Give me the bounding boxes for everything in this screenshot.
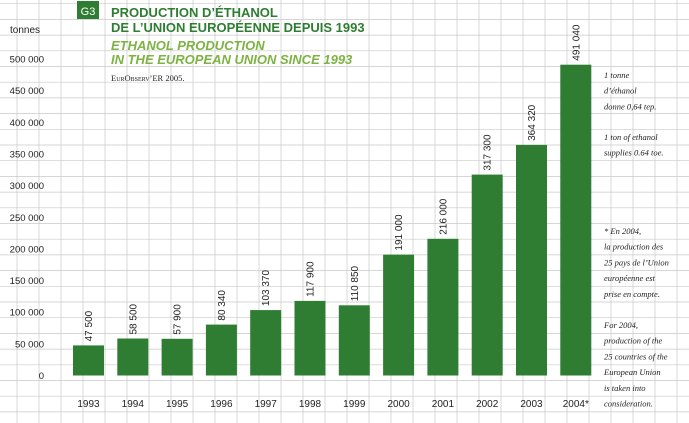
bar — [294, 300, 326, 376]
figure-badge: G3 — [81, 6, 96, 18]
bar-value-label: 80 340 — [217, 290, 228, 321]
y-axis: 0 50 000 100 000 150 000 200 000 250 000 300 0… — [10, 55, 44, 383]
bar — [560, 64, 592, 376]
conversion-note-fr: 1 tonne — [604, 70, 629, 80]
x-tick-label: 1993 — [77, 399, 100, 410]
bar-value-label: 364 320 — [527, 104, 538, 141]
y-tick-label: 450 000 — [10, 86, 44, 97]
footnote-en: production of the — [603, 336, 662, 346]
x-tick-label: 1999 — [343, 399, 366, 410]
bars — [73, 64, 592, 376]
bar-value-label: 57 900 — [173, 304, 184, 335]
footnote-en: consideration. — [604, 399, 653, 409]
bar — [205, 324, 237, 376]
figure-badge-bg — [77, 1, 99, 19]
bar-value-label: 491 040 — [571, 24, 582, 61]
conversion-note-en: 1 ton of ethanol — [604, 132, 658, 142]
y-tick-label: 400 000 — [10, 118, 44, 129]
bar — [471, 174, 503, 376]
y-tick-label: 100 000 — [10, 308, 44, 319]
bar-value-label: 103 370 — [261, 270, 272, 307]
footnote-en: 25 countries of the — [604, 351, 668, 361]
bar-value-label: 216 000 — [438, 198, 449, 235]
conversion-note-en: supplies 0.64 toe. — [604, 148, 664, 158]
x-axis: 1993 1994 1995 1996 1997 1998 1999 2000 2001 2002… — [77, 399, 589, 410]
x-tick-label: 1997 — [255, 399, 278, 410]
y-tick-label: 300 000 — [10, 181, 44, 192]
conversion-note-fr: d’éthanol — [604, 86, 637, 96]
footnote-en: For 2004, — [603, 320, 638, 330]
bar-value-label: 117 900 — [306, 261, 317, 297]
x-tick-label: 2003 — [520, 399, 543, 410]
footnote-en: is taken into — [604, 383, 646, 393]
title-fr-line-1: PRODUCTION D’ÉTHANOL — [111, 5, 278, 20]
bar-value-label: 191 000 — [394, 214, 405, 251]
bar-value-label: 58 500 — [128, 303, 139, 334]
bar-value-label: 110 850 — [350, 265, 361, 301]
y-tick-label: 500 000 — [10, 55, 44, 66]
bar-value-label: 317 300 — [483, 134, 494, 171]
bar-value-label: 47 500 — [84, 310, 95, 341]
bar — [250, 310, 282, 376]
notes: 1 tonne d’éthanol donne 0,64 tep. 1 ton of … — [603, 70, 669, 409]
bar — [427, 238, 459, 376]
bar — [73, 345, 104, 376]
footnote-fr: la production des — [604, 242, 664, 252]
y-tick-label: 150 000 — [10, 276, 44, 287]
x-tick-label: 1996 — [210, 399, 233, 410]
bar — [383, 254, 415, 376]
x-tick-label: 2001 — [432, 399, 455, 410]
y-axis-unit: tonnes — [10, 25, 40, 36]
x-tick-label: 2004* — [563, 399, 589, 410]
conversion-note-fr: donne 0,64 tep. — [604, 101, 656, 111]
x-tick-label: 1994 — [122, 399, 145, 410]
y-tick-label: 350 000 — [10, 150, 44, 161]
x-tick-label: 1998 — [299, 399, 322, 410]
y-tick-label: 50 000 — [15, 339, 44, 350]
title-fr-line-2: DE L’UNION EUROPÉENNE DEPUIS 1993 — [111, 20, 365, 35]
bar — [516, 144, 547, 376]
footnote-fr: européenne est — [604, 273, 656, 283]
bar — [338, 305, 370, 376]
value-labels: 47 500 58 500 57 900 80 340 103 370 117 900 11… — [84, 24, 582, 341]
title-en-line-1: ETHANOL PRODUCTION — [111, 38, 265, 53]
title-en-line-2: IN THE EUROPEAN UNION SINCE 1993 — [111, 52, 353, 67]
footnote-fr: prise en compte. — [603, 289, 660, 299]
source-label: EurObserv’ER 2005. — [111, 73, 184, 83]
x-tick-label: 1995 — [166, 399, 189, 410]
footnote-en: European Union — [603, 367, 661, 377]
footnote-fr: * En 2004, — [604, 226, 641, 236]
y-tick-label: 250 000 — [10, 213, 44, 224]
x-tick-label: 2002 — [476, 399, 499, 410]
x-tick-label: 2000 — [387, 399, 410, 410]
bar — [161, 338, 193, 376]
bar — [117, 338, 149, 376]
footnote-fr: 25 pays de l’Union — [604, 257, 669, 267]
y-tick-label: 0 — [39, 371, 44, 382]
y-tick-label: 200 000 — [10, 244, 44, 255]
